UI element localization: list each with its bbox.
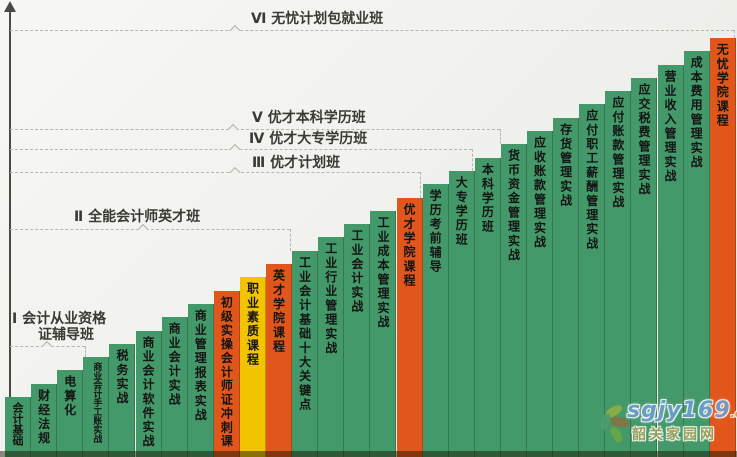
course-bar-label: 货币资金管理实战: [506, 149, 521, 263]
stage-label: Ⅳ 优才大专学历班: [249, 131, 368, 147]
watermark: sgjy169.com 韶关家园网: [596, 398, 737, 456]
course-bar-label: 无忧学院课程: [715, 42, 730, 129]
course-bar: 初级实操会计师证冲刺课: [213, 290, 240, 457]
stage-connector: [500, 129, 501, 144]
course-bar: 职业素质课程: [239, 277, 266, 457]
course-bar-label: 应付账款管理实战: [610, 96, 625, 210]
watermark-domain-suffix: .com: [730, 407, 737, 420]
course-bar-label: 商业会计实战: [167, 322, 182, 408]
stage-connector: [85, 346, 86, 357]
course-bar: 商业会计手工账实战: [83, 357, 110, 457]
course-bar-label: 商业管理报表实战: [193, 308, 208, 423]
course-bar: 电算化: [57, 370, 84, 457]
course-bar-label: 英才学院课程: [271, 269, 286, 355]
course-bar-label: 应交税费管理实战: [636, 82, 651, 197]
course-bar: 商业会计软件实战: [135, 330, 162, 457]
stage-line: [10, 172, 420, 173]
course-bar-label: 优才学院课程: [402, 202, 417, 288]
stage-label: Ⅵ 无忧计划包就业班: [251, 11, 384, 27]
y-axis-line: [9, 12, 11, 457]
stage-connector: [472, 149, 473, 171]
course-bar: 会计基础: [5, 397, 32, 457]
course-bar-label: 会计基础: [11, 402, 25, 446]
stage-caret-icon: [228, 25, 242, 31]
course-bar: 营业收入管理实战: [657, 64, 684, 457]
course-bar-label: 电算化: [62, 375, 77, 419]
course-bar: 货币资金管理实战: [500, 144, 527, 457]
course-bar-label: 职业素质课程: [245, 282, 260, 368]
stage-caret-icon: [228, 144, 242, 150]
watermark-domain: sgjy169.com: [627, 398, 737, 423]
course-bar: 成本费用管理实战: [683, 51, 710, 457]
course-bar-label: 本科学历班: [480, 162, 495, 234]
course-bar: 工业成本管理实战: [370, 210, 397, 457]
course-bar-label: 工业会计实战: [349, 229, 364, 315]
course-bar-label: 应收账款管理实战: [532, 136, 547, 250]
course-bar: 应交税费管理实战: [631, 77, 658, 457]
course-bar-label: 大专学历班: [454, 175, 469, 247]
stage-label: Ⅱ 全能会计师英才班: [74, 209, 201, 225]
course-bar: 应付职工薪酬管理实战: [579, 104, 606, 457]
stage-line: [10, 129, 500, 130]
stage-caret-icon: [228, 167, 242, 173]
course-bar-label: 工业成本管理实战: [375, 215, 390, 330]
course-bar-label: 商业会计手工账实战: [91, 362, 102, 444]
baseline-strip: [0, 451, 737, 457]
course-bar: 税务实战: [109, 343, 136, 457]
y-axis-arrow-icon: [4, 1, 16, 12]
watermark-site-name: 韶关家园网: [632, 427, 717, 443]
course-bar: 工业会计实战: [344, 224, 371, 457]
course-bar-label: 初级实操会计师证冲刺课: [219, 295, 234, 449]
stage-label: Ⅰ 会计从业资格 证辅导班: [12, 311, 107, 343]
stage-label: Ⅲ 优才计划班: [252, 155, 341, 171]
stage-label: Ⅴ 优才本科学历班: [252, 110, 366, 126]
stage-line: [10, 229, 290, 230]
course-bar-label: 财经法规: [36, 388, 51, 446]
course-bar: 英才学院课程: [266, 264, 293, 457]
course-bar-label: 存货管理实战: [558, 122, 573, 208]
stage-line: [10, 30, 734, 31]
course-bar: 应收账款管理实战: [527, 131, 554, 457]
course-bar: 工业行业管理实战: [318, 237, 345, 457]
course-bar-label: 工业会计基础十大关键点: [297, 255, 312, 412]
course-bar: 工业会计基础十大关键点: [292, 250, 319, 457]
course-bar: 商业管理报表实战: [187, 303, 214, 457]
flower-petal-icon: [608, 424, 625, 445]
watermark-site-text: sgjy169: [627, 398, 731, 423]
course-bar: 财经法规: [31, 383, 58, 457]
course-bar: 商业会计实战: [161, 317, 188, 457]
course-bar: 存货管理实战: [553, 117, 580, 457]
course-bar-label: 商业会计软件实战: [141, 335, 156, 449]
course-bar-label: 应付职工薪酬管理实战: [584, 109, 599, 252]
course-bar: 应付账款管理实战: [605, 91, 632, 457]
course-bar-label: 税务实战: [114, 348, 129, 406]
stage-connector: [734, 30, 735, 38]
stage-caret-icon: [226, 124, 240, 130]
course-bar: 大专学历班: [448, 170, 475, 457]
course-bar-label: 学历考前辅导: [428, 189, 443, 275]
course-bar-label: 营业收入管理实战: [663, 69, 678, 184]
course-bar-label: 成本费用管理实战: [689, 56, 704, 170]
course-bar: 本科学历班: [474, 157, 501, 457]
course-bar-label: 工业行业管理实战: [323, 242, 338, 357]
stage-connector: [290, 229, 291, 251]
stage-connector: [420, 172, 421, 198]
course-bar: 学历考前辅导: [422, 184, 449, 457]
course-bar: 无忧学院课程: [709, 37, 736, 457]
course-bar: 优才学院课程: [396, 197, 423, 457]
